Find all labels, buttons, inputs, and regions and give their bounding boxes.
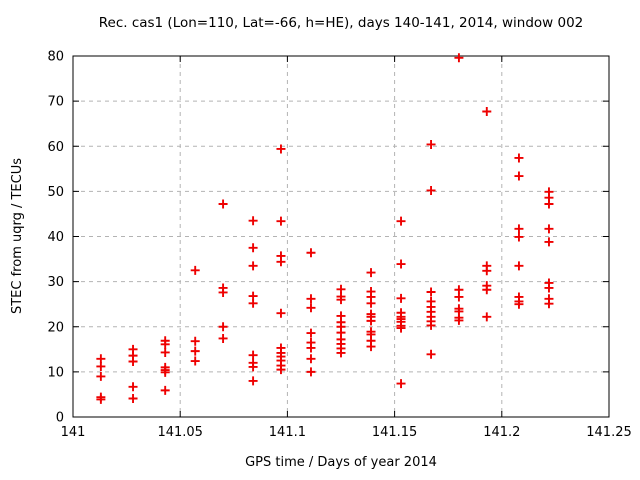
- data-point: [514, 261, 524, 271]
- data-point: [306, 343, 316, 353]
- data-point: [276, 216, 286, 226]
- y-tick-label: 0: [56, 411, 64, 426]
- data-point: [276, 308, 286, 318]
- data-point: [396, 259, 406, 269]
- data-point: [160, 367, 170, 377]
- data-point: [482, 107, 492, 117]
- data-point: [454, 315, 464, 325]
- data-point: [190, 336, 200, 346]
- data-point: [426, 287, 436, 297]
- data-point: [544, 237, 554, 247]
- y-tick-label: 20: [47, 320, 64, 335]
- data-point: [426, 320, 436, 330]
- x-tick-labels: 141 141.05 141.1 141.15 141.2 141.25: [61, 425, 632, 440]
- y-tick-labels: 0 10 20 30 40 50 60 70 80: [47, 50, 64, 426]
- data-point: [396, 293, 406, 303]
- y-tick-label: 10: [47, 365, 64, 380]
- data-points: [96, 53, 554, 404]
- data-point: [128, 393, 138, 403]
- data-point: [190, 346, 200, 356]
- data-point: [128, 356, 138, 366]
- y-tick-label: 30: [47, 275, 64, 290]
- gridlines: [73, 56, 609, 417]
- data-point: [248, 243, 258, 253]
- data-point: [366, 268, 376, 278]
- data-point: [426, 349, 436, 359]
- data-point: [248, 261, 258, 271]
- data-point: [426, 185, 436, 195]
- data-point: [190, 265, 200, 275]
- data-point: [276, 257, 286, 267]
- data-point: [160, 339, 170, 349]
- data-point: [514, 232, 524, 242]
- data-point: [336, 348, 346, 358]
- y-tick-label: 80: [47, 50, 64, 65]
- data-point: [482, 266, 492, 276]
- data-point: [96, 371, 106, 381]
- x-tick-label: 141.1: [269, 425, 306, 440]
- data-point: [218, 287, 228, 297]
- axis-ticks: [72, 55, 610, 418]
- data-point: [276, 365, 286, 375]
- data-point: [544, 199, 554, 209]
- data-point: [276, 144, 286, 154]
- y-axis-label: STEC from uqrg / TECUs: [10, 158, 25, 314]
- data-point: [544, 283, 554, 293]
- data-point: [306, 248, 316, 258]
- x-tick-label: 141: [61, 425, 86, 440]
- data-point: [160, 347, 170, 357]
- data-point: [218, 199, 228, 209]
- x-tick-label: 141.15: [372, 425, 418, 440]
- data-point: [336, 295, 346, 305]
- data-point: [366, 342, 376, 352]
- data-point: [96, 354, 106, 364]
- data-point: [544, 299, 554, 309]
- data-point: [306, 367, 316, 377]
- data-point: [96, 361, 106, 371]
- data-point: [396, 216, 406, 226]
- data-point: [396, 323, 406, 333]
- x-tick-label: 141.25: [586, 425, 632, 440]
- y-tick-label: 50: [47, 185, 64, 200]
- data-point: [248, 216, 258, 226]
- data-point: [514, 153, 524, 163]
- data-point: [426, 139, 436, 149]
- data-point: [248, 362, 258, 372]
- data-point: [306, 328, 316, 338]
- data-point: [396, 379, 406, 389]
- data-point: [366, 298, 376, 308]
- chart-title: Rec. cas1 (Lon=110, Lat=-66, h=HE), days…: [99, 15, 584, 31]
- data-point: [544, 224, 554, 234]
- data-point: [248, 376, 258, 386]
- x-tick-label: 141.2: [483, 425, 520, 440]
- data-point: [514, 299, 524, 309]
- data-point: [514, 171, 524, 181]
- x-axis-label: GPS time / Days of year 2014: [245, 455, 437, 470]
- y-tick-label: 60: [47, 140, 64, 155]
- data-point: [218, 333, 228, 343]
- data-point: [514, 224, 524, 234]
- data-point: [454, 292, 464, 302]
- data-point: [306, 354, 316, 364]
- x-tick-label: 141.05: [157, 425, 203, 440]
- data-point: [482, 285, 492, 295]
- data-point: [306, 294, 316, 304]
- data-point: [96, 394, 106, 404]
- y-tick-label: 70: [47, 95, 64, 110]
- data-point: [306, 303, 316, 313]
- data-point: [190, 356, 200, 366]
- data-point: [454, 53, 464, 63]
- data-point: [248, 298, 258, 308]
- data-point: [366, 316, 376, 326]
- data-point: [248, 350, 258, 360]
- data-point: [160, 385, 170, 395]
- data-point: [128, 382, 138, 392]
- y-tick-label: 40: [47, 230, 64, 245]
- data-point: [482, 312, 492, 322]
- data-point: [218, 322, 228, 332]
